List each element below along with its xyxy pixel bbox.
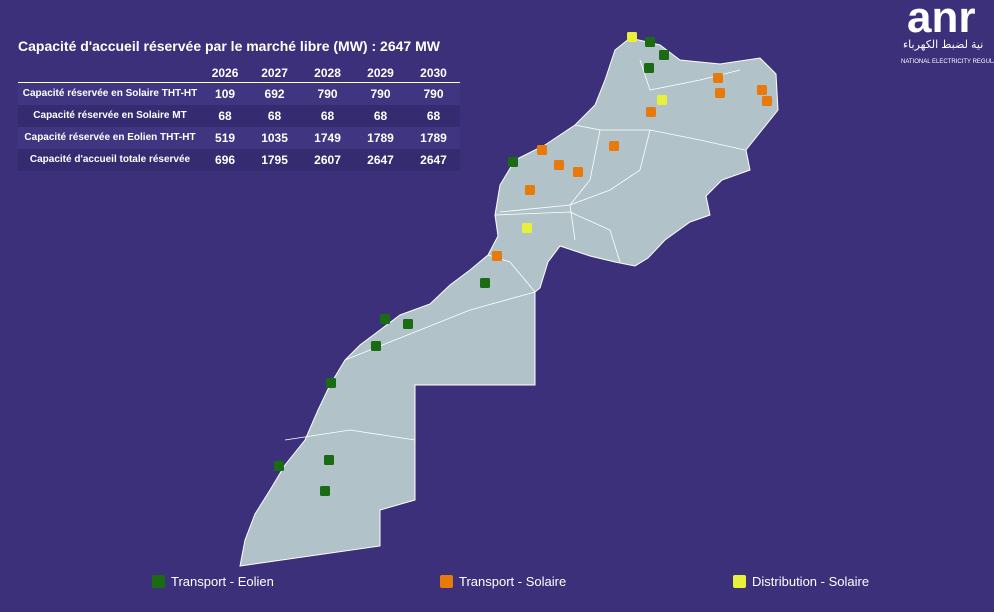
legend-swatch (733, 575, 746, 588)
logo-mark: anr (907, 0, 976, 42)
site-marker (644, 63, 654, 73)
site-marker (715, 88, 725, 98)
legend-swatch (440, 575, 453, 588)
table-row: Capacité réservée en Eolien THT-HT 519 103… (18, 127, 460, 149)
value-cell: 519 (215, 131, 236, 145)
site-marker (657, 95, 667, 105)
legend-swatch (152, 575, 165, 588)
value-cell: 1789 (367, 131, 394, 145)
legend-label: Transport - Eolien (171, 574, 274, 589)
site-marker (320, 486, 330, 496)
value-cell: 692 (264, 87, 285, 101)
header-cell (18, 64, 202, 83)
year-header: 2029 (354, 64, 407, 83)
site-marker (554, 160, 564, 170)
site-marker (659, 50, 669, 60)
row-label: Capacité réservée en Solaire THT-HT (22, 88, 198, 99)
site-marker (573, 167, 583, 177)
site-marker (324, 455, 334, 465)
title: Capacité d'accueil réservée par le march… (18, 38, 440, 54)
site-marker (403, 319, 413, 329)
table-row: Capacité réservée en Solaire MT 68 68 68 68 6… (18, 105, 460, 127)
site-marker (525, 185, 535, 195)
value-cell: 696 (215, 153, 236, 167)
legend-item: Transport - Solaire (440, 574, 566, 589)
value-cell: 109 (215, 87, 236, 101)
value-cell: 68 (373, 109, 388, 123)
site-marker (757, 85, 767, 95)
capacity-table: 2026 2027 2028 2029 2030 Capacité réservée e… (18, 64, 460, 171)
value-cell: 790 (423, 87, 444, 101)
value-cell: 68 (426, 109, 441, 123)
logo-english: NATIONAL ELECTRICITY REGULA (901, 59, 994, 65)
value-cell: 790 (370, 87, 391, 101)
value-cell: 68 (267, 109, 282, 123)
site-marker (274, 461, 284, 471)
table-row: Capacité d'accueil totale réservée 696 179… (18, 149, 460, 171)
year-header: 2028 (301, 64, 355, 83)
row-label: Capacité réservée en Eolien THT-HT (24, 132, 196, 143)
site-marker (609, 141, 619, 151)
site-marker (522, 223, 532, 233)
legend-label: Distribution - Solaire (752, 574, 870, 589)
header-row: 2026 2027 2028 2029 2030 (18, 64, 460, 83)
value-cell: 1789 (420, 131, 447, 145)
value-cell: 68 (320, 109, 335, 123)
row-label: Capacité d'accueil totale réservée (29, 154, 191, 165)
logo: anr نية لضبط الكهرباء NATIONAL ELECTRICI… (899, 0, 994, 80)
value-cell: 1795 (261, 153, 288, 167)
site-marker (713, 73, 723, 83)
value-cell: 2647 (420, 153, 447, 167)
year-header: 2026 (202, 64, 249, 83)
value-cell: 68 (218, 109, 232, 123)
site-marker (380, 314, 390, 324)
legend-label: Transport - Solaire (459, 574, 567, 589)
site-marker (371, 341, 381, 351)
value-cell: 2647 (367, 153, 394, 167)
site-marker (646, 107, 656, 117)
year-header: 2030 (406, 64, 460, 83)
logo-arabic: نية لضبط الكهرباء (903, 39, 984, 51)
site-marker (508, 157, 518, 167)
site-marker (326, 378, 336, 388)
table-row: Capacité réservée en Solaire THT-HT 109 69… (18, 82, 460, 105)
year-header: 2027 (248, 64, 302, 83)
site-marker (537, 145, 547, 155)
row-label: Capacité réservée en Solaire MT (33, 110, 187, 121)
site-marker (627, 32, 637, 42)
site-marker (645, 37, 655, 47)
value-cell: 1749 (314, 131, 341, 145)
legend-item: Transport - Eolien (152, 574, 274, 589)
value-cell: 1035 (261, 131, 288, 145)
site-marker (762, 96, 772, 106)
site-marker (492, 251, 502, 261)
table-body: Capacité réservée en Solaire THT-HT 109 69… (18, 82, 460, 171)
site-marker (480, 278, 490, 288)
value-cell: 790 (317, 87, 338, 101)
legend-item: Distribution - Solaire (733, 574, 869, 589)
value-cell: 2607 (314, 153, 341, 167)
